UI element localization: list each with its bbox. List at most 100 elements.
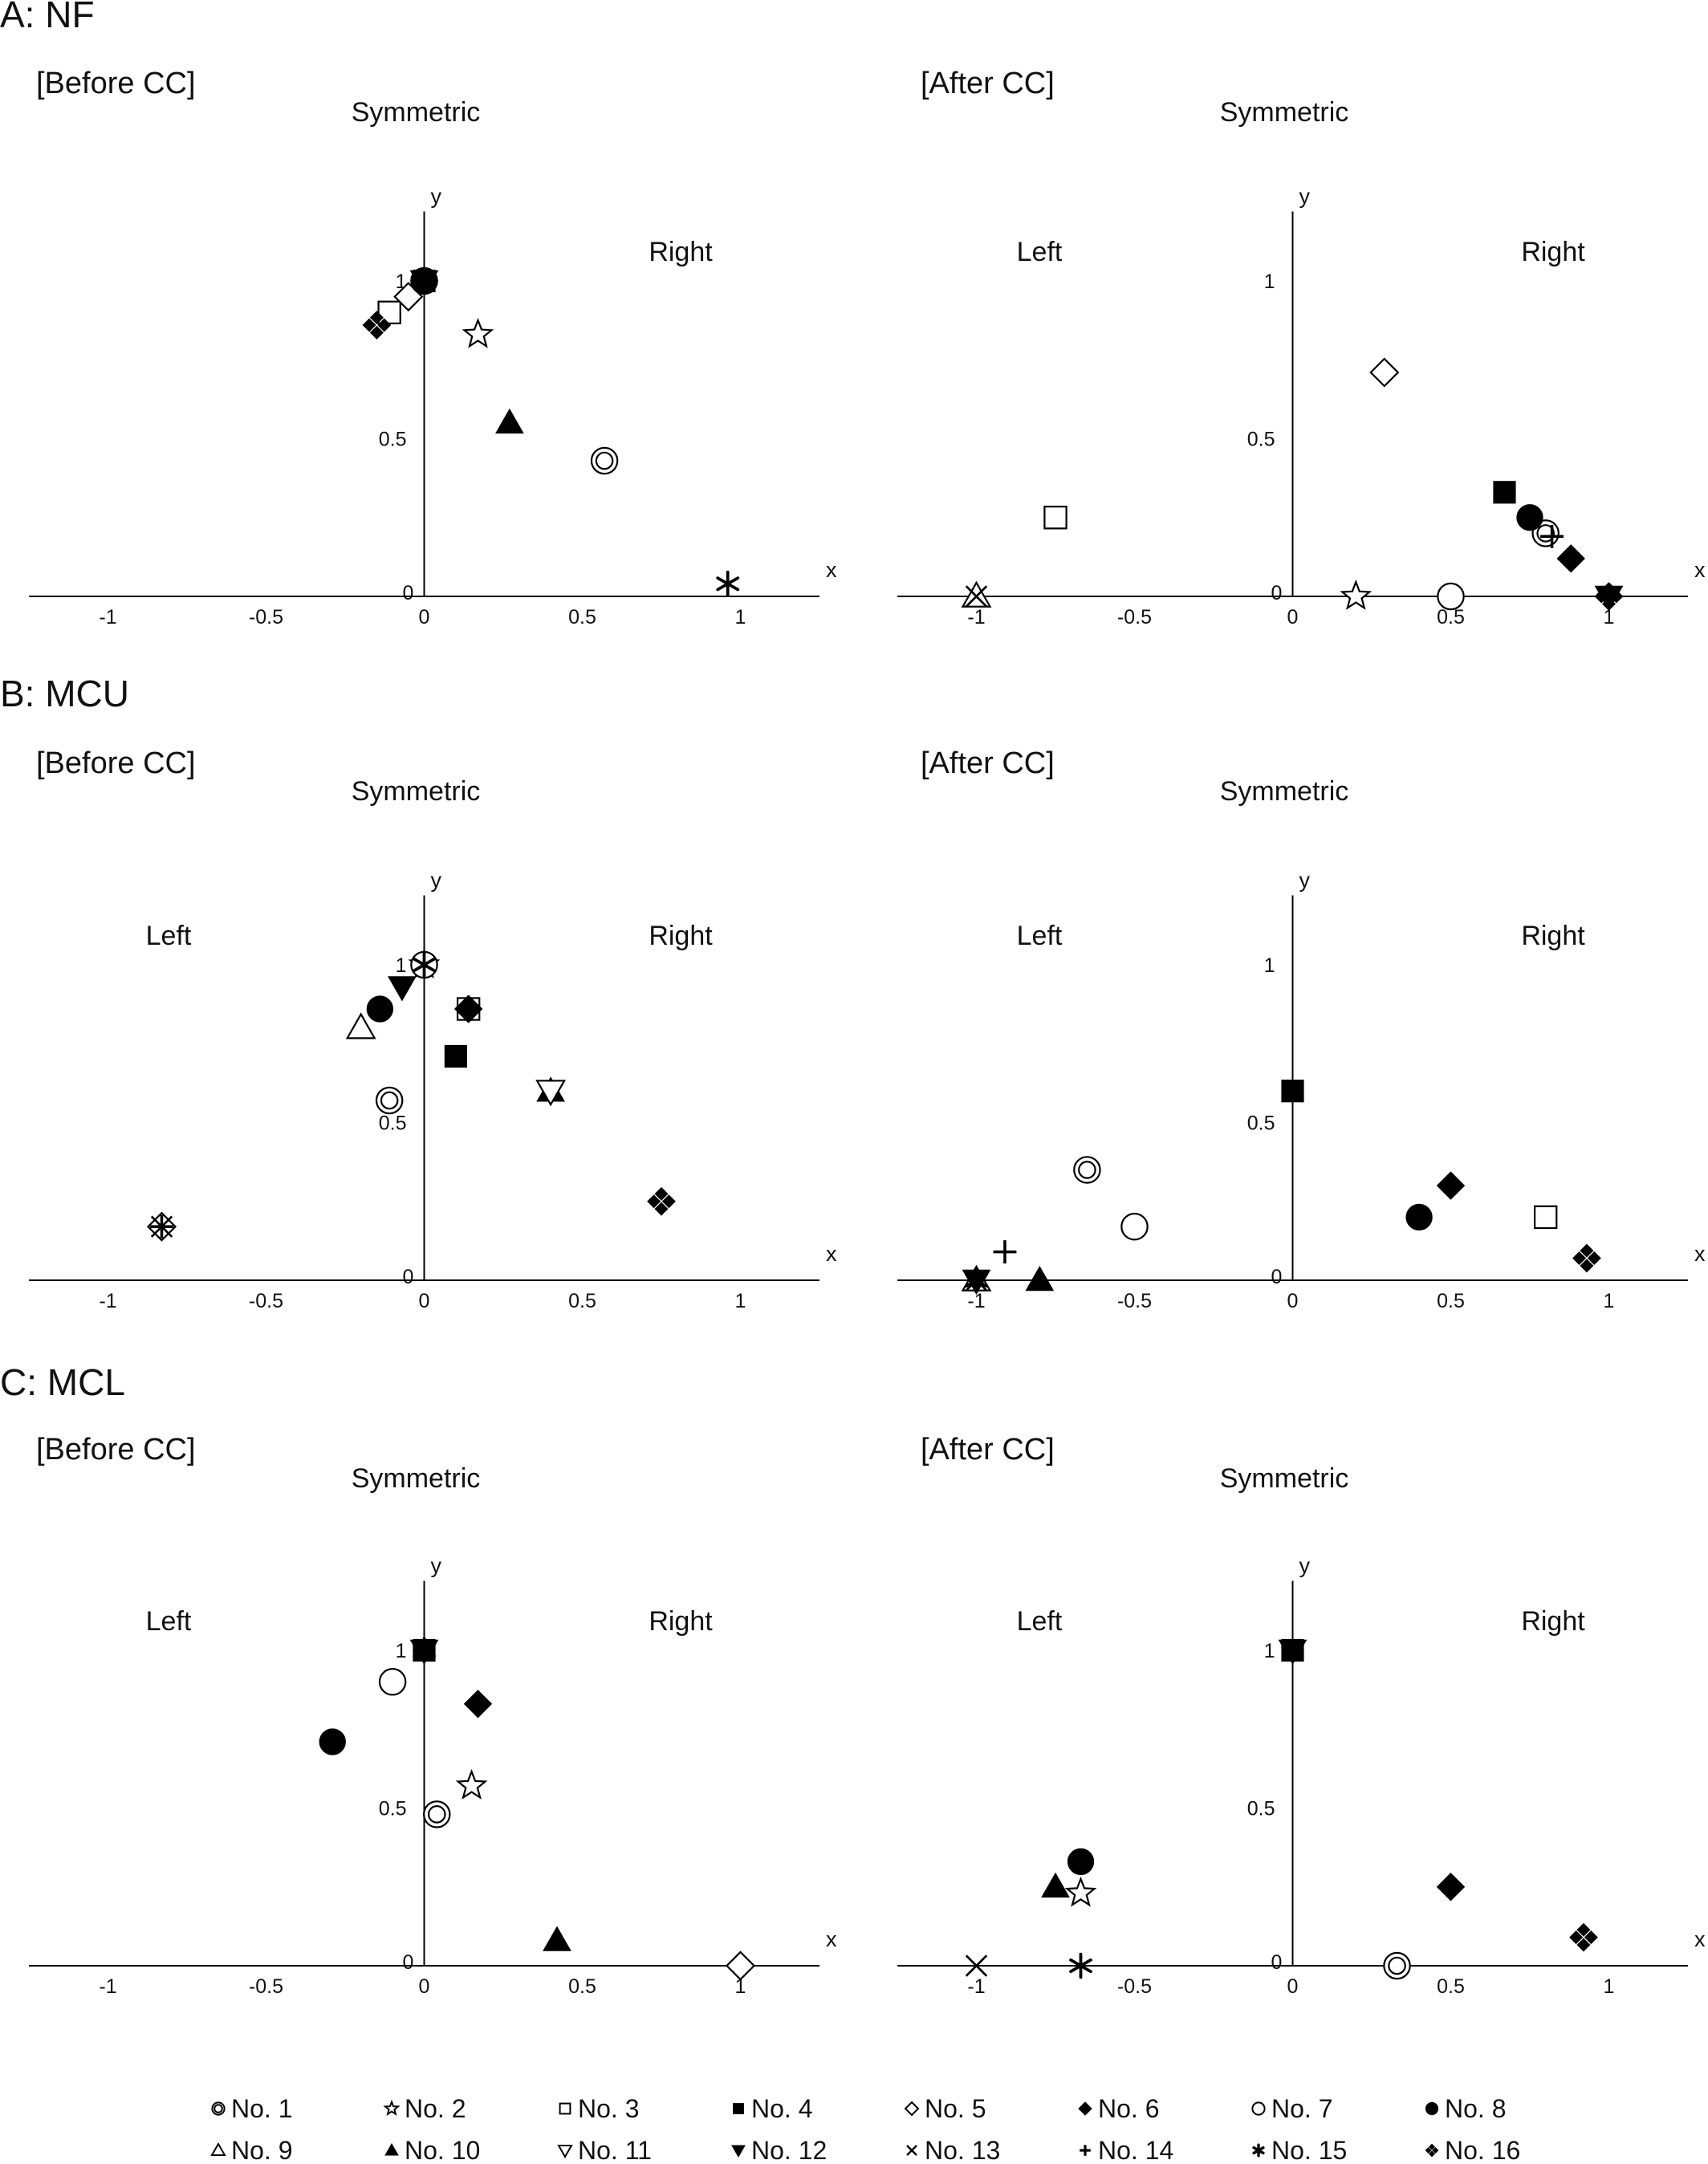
x-tick-label: 1 xyxy=(1604,1975,1615,1998)
panel-label: [Before CC] xyxy=(36,67,196,100)
point-no-10 xyxy=(495,408,524,434)
x-tick-label: -1 xyxy=(99,1975,116,1998)
legend-label: No. 2 xyxy=(405,2094,466,2123)
y-axis-label: y xyxy=(431,1554,442,1578)
point-no-2 xyxy=(1340,580,1372,610)
legend-item: No. 10 xyxy=(384,2136,480,2164)
region-label-symmetric: Symmetric xyxy=(1220,1463,1349,1494)
y-tick-label: 1 xyxy=(396,1640,407,1662)
point-no-14 xyxy=(150,1214,173,1239)
y-tick-label: 0.5 xyxy=(379,1113,407,1135)
point-no-1 xyxy=(1383,1951,1411,1980)
section-title: B: MCU xyxy=(0,673,129,714)
y-tick-label: 0.5 xyxy=(379,429,407,451)
region-label-right: Right xyxy=(1521,921,1585,951)
x-tick-label: -1 xyxy=(967,1975,985,1998)
x-tick-label: 1 xyxy=(735,1290,746,1312)
y-tick-label: 0.5 xyxy=(379,1798,407,1820)
point-no-8 xyxy=(1405,1203,1433,1231)
legend-item: No. 14 xyxy=(1080,2136,1173,2164)
region-label-right: Right xyxy=(649,237,713,267)
open-triangle-icon xyxy=(210,2142,226,2156)
region-label-symmetric: Symmetric xyxy=(352,97,481,128)
legend-item: No. 15 xyxy=(1252,2136,1347,2164)
panel-label: [After CC] xyxy=(921,67,1055,100)
region-label-symmetric: Symmetric xyxy=(352,1463,481,1494)
x-tick-label: 0 xyxy=(1287,606,1299,628)
legend-item: No. 13 xyxy=(906,2136,1000,2164)
legend-item: No. 1 xyxy=(211,2094,292,2123)
legend-item: No. 7 xyxy=(1251,2094,1332,2123)
point-no-7 xyxy=(1437,582,1465,611)
point-no-12 xyxy=(1278,1639,1307,1666)
x-tick-label: -0.5 xyxy=(1117,606,1152,628)
region-label-right: Right xyxy=(649,1606,713,1637)
panel-label: [After CC] xyxy=(921,1433,1055,1466)
filled-square-icon xyxy=(733,2103,744,2114)
point-no-10 xyxy=(543,1926,571,1951)
point-no-1 xyxy=(375,1086,404,1115)
y-tick-label: 0 xyxy=(403,1951,414,1974)
y-tick-label: 0.5 xyxy=(1247,1798,1275,1820)
region-label-right: Right xyxy=(1521,1606,1585,1637)
x-tick-label: 0.5 xyxy=(1437,1290,1465,1312)
x-tick-label: 1 xyxy=(1604,1290,1615,1312)
legend-item: No. 16 xyxy=(1425,2136,1520,2164)
x-tick-label: -1 xyxy=(967,1290,985,1312)
x-tick-label: -0.5 xyxy=(249,1290,283,1312)
point-no-7 xyxy=(1120,1212,1149,1241)
region-label-right: Right xyxy=(1521,237,1585,267)
section-2: B: MCU [Before CC] x y -1 -0.5 0 0.5 1 0 0.5 1 Symme… xyxy=(0,673,1706,1312)
point-no-5 xyxy=(1369,357,1400,388)
point-no-15 xyxy=(965,1267,988,1294)
x-tick-label: -1 xyxy=(99,606,116,628)
legend-item: No. 8 xyxy=(1425,2094,1506,2123)
point-no-2 xyxy=(1064,1876,1097,1907)
legend-label: No. 13 xyxy=(925,2136,1000,2164)
open-star-icon xyxy=(383,2099,401,2117)
legend-item: No. 12 xyxy=(731,2136,827,2164)
region-label-left: Left xyxy=(146,1606,192,1637)
section-3: C: MCL [Before CC] x y -1 -0.5 0 0.5 1 0 0.5 1 Symme… xyxy=(0,1361,1706,1998)
point-no-16 xyxy=(1569,1922,1598,1952)
point-no-3 xyxy=(1533,1205,1558,1230)
x-tick-label: -0.5 xyxy=(1117,1290,1152,1312)
point-no-15 xyxy=(413,951,436,978)
plus-icon xyxy=(1080,2145,1091,2156)
y-axis-label: y xyxy=(1299,868,1311,893)
x-tick-label: 0 xyxy=(419,1975,430,1998)
x-tick-label: 1 xyxy=(735,1975,746,1998)
x-tick-label: 0 xyxy=(1287,1975,1299,1998)
point-no-2 xyxy=(455,1769,488,1800)
y-axis-label: y xyxy=(431,868,442,893)
x-tick-label: 0 xyxy=(419,1290,430,1312)
point-no-6 xyxy=(1436,1873,1466,1902)
legend-label: No. 9 xyxy=(231,2136,292,2164)
legend-item: No. 11 xyxy=(557,2136,652,2164)
y-tick-label: 0 xyxy=(1271,1266,1283,1288)
panel-label: [After CC] xyxy=(921,746,1055,780)
legend-label: No. 14 xyxy=(1098,2136,1173,2164)
x-tick-label: 1 xyxy=(735,606,746,628)
x-tick-label: -0.5 xyxy=(249,1975,283,1998)
point-no-16 xyxy=(362,311,392,340)
asterisk-icon xyxy=(1252,2143,1265,2158)
legend-item: No. 6 xyxy=(1078,2094,1159,2123)
legend-item: No. 3 xyxy=(559,2094,639,2123)
point-no-8 xyxy=(319,1728,346,1755)
open-circle-icon xyxy=(1251,2101,1266,2116)
y-tick-label: 1 xyxy=(396,954,407,977)
point-no-15 xyxy=(716,570,740,597)
scatter-panel: [After CC] x y -1 -0.5 0 0.5 1 0 0.5 1 Symmetric Lef… xyxy=(897,746,1706,1312)
x-tick-label: 0.5 xyxy=(568,1975,596,1998)
point-no-3 xyxy=(1043,506,1068,530)
y-tick-label: 0 xyxy=(403,1266,414,1288)
point-no-2 xyxy=(462,317,494,348)
panel-label: [Before CC] xyxy=(36,746,196,780)
y-tick-label: 0 xyxy=(1271,1951,1283,1974)
x-axis-label: x xyxy=(826,558,837,582)
point-no-13 xyxy=(965,585,988,608)
region-label-left: Left xyxy=(1017,237,1063,267)
filled-triangle-down-icon xyxy=(731,2145,746,2158)
